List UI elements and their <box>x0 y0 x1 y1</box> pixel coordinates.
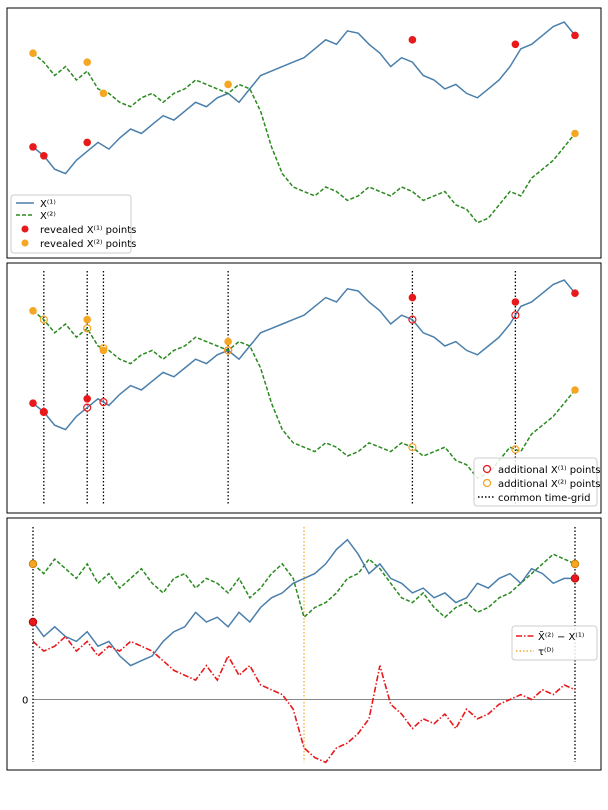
additional-x1-point <box>408 315 417 324</box>
revealed-x1-point <box>40 408 48 416</box>
revealed-x1-point <box>571 289 579 298</box>
legend-x1-label: X⁽¹⁾ <box>40 199 56 210</box>
panel-1-legend-box <box>10 194 132 254</box>
x1-path <box>32 279 576 431</box>
revealed-x2-point <box>99 346 108 355</box>
panel-3-markers <box>28 559 580 627</box>
panel-3-series <box>32 538 576 764</box>
upper-green-path <box>32 553 576 619</box>
panel-3-legend-box <box>511 625 598 661</box>
legend-diff-label: X̃⁽²⁾ − X⁽¹⁾ <box>538 630 584 643</box>
revealed-x1-point <box>511 40 520 49</box>
panel-3-legend: X̃⁽²⁾ − X⁽¹⁾ τ⁽ᴰ⁾ <box>511 625 598 661</box>
panel-3: 0 X̃⁽²⁾ − X⁽¹⁾ τ⁽ᴰ⁾ <box>6 517 602 771</box>
panel-2-series <box>32 279 576 479</box>
legend-common-grid-label: common time-grid <box>498 493 591 504</box>
revealed-x2-point <box>571 386 579 394</box>
legend-additional-x1-marker <box>482 464 492 474</box>
revealed-x1-point <box>83 138 91 147</box>
endpoint-marker <box>571 560 579 568</box>
revealed-x1-point <box>571 31 579 40</box>
additional-x1-point <box>99 398 108 407</box>
revealed-x1-point <box>408 36 417 44</box>
panel-1-markers <box>29 31 579 160</box>
additional-x2-point <box>99 344 108 353</box>
panel-2-legend: additional X⁽¹⁾ points additional X⁽²⁾ p… <box>473 457 601 507</box>
revealed-x2-point <box>571 129 579 138</box>
additional-x1-point <box>511 311 520 320</box>
panel-1: X⁽¹⁾ X⁽²⁾ revealed X⁽¹⁾ points revealed … <box>6 7 602 259</box>
legend-additional-x2-marker <box>482 478 492 488</box>
revealed-x1-point <box>29 143 37 151</box>
panel-3-ytick-0: 0 <box>22 695 28 706</box>
panel-3-frame <box>6 517 602 771</box>
panel-1-series <box>32 21 576 224</box>
legend-revealed-x1-marker <box>21 225 29 233</box>
revealed-x1-point <box>40 152 48 160</box>
legend-additional-x1-label: additional X⁽¹⁾ points <box>498 465 601 476</box>
panel-1-legend: X⁽¹⁾ X⁽²⁾ revealed X⁽¹⁾ points revealed … <box>10 194 136 254</box>
revealed-x1-point <box>83 395 91 403</box>
endpoint-marker-ring <box>570 574 580 583</box>
endpoint-marker-ring <box>28 617 38 627</box>
panel-2-legend-box <box>473 457 598 507</box>
lower-blue-path <box>32 538 575 667</box>
additional-x1-point <box>83 403 92 412</box>
revealed-x2-point <box>29 307 37 315</box>
panel-2-markers <box>29 289 579 454</box>
endpoint-marker <box>29 618 37 626</box>
endpoint-marker <box>571 574 579 583</box>
x2-path <box>32 310 576 479</box>
additional-x2-point <box>408 443 417 452</box>
revealed-x2-point <box>29 49 37 58</box>
endpoint-marker <box>29 560 37 568</box>
legend-additional-x2-label: additional X⁽²⁾ points <box>498 479 601 490</box>
additional-x2-point <box>511 445 520 454</box>
x2-path <box>32 52 576 224</box>
revealed-x2-point <box>224 337 232 346</box>
revealed-x2-point <box>83 58 91 66</box>
panel-1-frame <box>6 7 602 259</box>
additional-x2-point <box>83 324 92 333</box>
revealed-x2-point <box>99 89 108 98</box>
panel-2-frame <box>6 262 602 514</box>
panel-2: additional X⁽¹⁾ points additional X⁽²⁾ p… <box>6 262 602 514</box>
legend-x2-label: X⁽²⁾ <box>40 211 56 222</box>
legend-revealed-x1-label: revealed X⁽¹⁾ points <box>40 225 136 236</box>
revealed-x1-point <box>511 298 520 306</box>
endpoint-marker-ring <box>28 559 38 569</box>
additional-x2-point <box>224 346 233 355</box>
endpoint-marker-ring <box>570 559 580 569</box>
x1-path <box>32 21 576 175</box>
additional-x1-point <box>39 407 48 417</box>
legend-revealed-x2-marker <box>21 239 29 247</box>
legend-revealed-x2-label: revealed X⁽²⁾ points <box>40 239 136 250</box>
additional-x2-point <box>39 315 48 324</box>
revealed-x1-point <box>29 399 37 408</box>
legend-tau-label: τ⁽ᴰ⁾ <box>538 647 554 658</box>
revealed-x2-point <box>83 315 91 324</box>
revealed-x2-point <box>224 80 232 89</box>
revealed-x1-point <box>408 293 417 302</box>
panel-2-common-grid <box>43 271 517 505</box>
difference-path <box>32 635 576 764</box>
